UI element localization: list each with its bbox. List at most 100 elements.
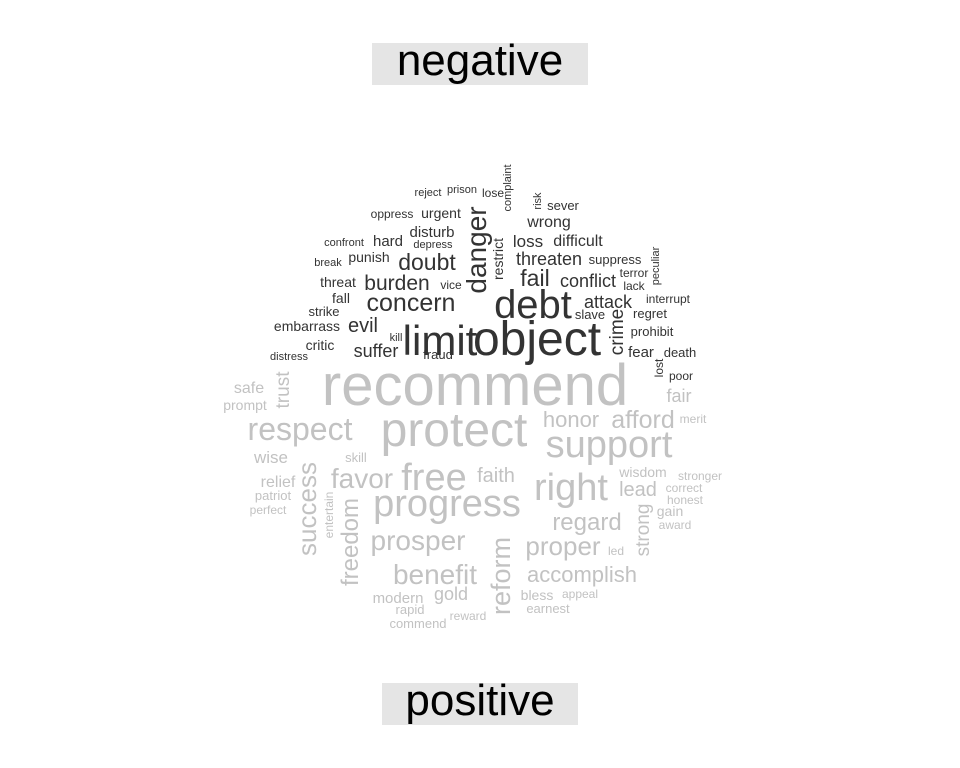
- negative-word-doubt: doubt: [398, 249, 456, 275]
- positive-word-entertain: entertain: [322, 492, 336, 539]
- positive-word-perfect: perfect: [250, 503, 287, 517]
- negative-word-loss: loss: [513, 232, 543, 251]
- positive-word-correct: correct: [666, 481, 703, 495]
- positive-word-commend: commend: [389, 616, 446, 631]
- positive-word-lead: lead: [619, 479, 657, 501]
- negative-word-crime: crime: [607, 309, 628, 355]
- negative-word-break: break: [314, 257, 342, 269]
- negative-word-concern: concern: [367, 289, 456, 317]
- negative-word-suppress: suppress: [589, 252, 642, 267]
- positive-word-afford: afford: [611, 406, 674, 434]
- positive-word-protect: protect: [381, 404, 528, 457]
- negative-word-critic: critic: [306, 337, 335, 353]
- positive-word-modern: modern: [373, 590, 424, 607]
- negative-word-depress: depress: [413, 239, 453, 251]
- negative-word-poor: poor: [669, 369, 693, 383]
- negative-word-terror: terror: [620, 266, 649, 280]
- positive-word-stronger: stronger: [678, 469, 722, 483]
- negative-word-death: death: [664, 345, 697, 360]
- positive-word-faith: faith: [477, 465, 515, 487]
- negative-word-threaten: threaten: [516, 249, 582, 269]
- negative-word-kill: kill: [390, 332, 403, 344]
- negative-word-suffer: suffer: [354, 341, 399, 361]
- positive-word-recommend: recommend: [322, 353, 628, 418]
- negative-word-hard: hard: [373, 233, 403, 250]
- negative-word-fall: fall: [332, 290, 350, 306]
- positive-word-honor: honor: [543, 407, 599, 432]
- positive-word-wise: wise: [253, 448, 288, 467]
- positive-word-earnest: earnest: [526, 601, 570, 616]
- negative-word-oppress: oppress: [371, 207, 414, 221]
- positive-group-label: positive: [382, 679, 578, 725]
- negative-word-limit: limit: [403, 317, 478, 364]
- negative-word-punish: punish: [348, 249, 389, 265]
- positive-word-favor: favor: [331, 463, 393, 494]
- positive-word-patriot: patriot: [255, 488, 292, 503]
- positive-word-success: success: [292, 462, 322, 556]
- negative-word-disturb: disturb: [409, 224, 454, 241]
- positive-word-gold: gold: [434, 584, 468, 604]
- negative-word-reject: reject: [415, 187, 442, 199]
- positive-word-honest: honest: [667, 493, 704, 507]
- positive-word-prompt: prompt: [223, 397, 267, 413]
- positive-word-appeal: appeal: [562, 587, 598, 601]
- positive-word-regard: regard: [552, 509, 621, 536]
- positive-word-led: led: [608, 544, 624, 558]
- negative-word-burden: burden: [364, 272, 429, 295]
- negative-word-conflict: conflict: [560, 271, 616, 291]
- positive-word-support: support: [546, 424, 673, 466]
- positive-word-award: award: [659, 518, 692, 532]
- positive-word-gain: gain: [657, 503, 683, 519]
- negative-word-debt: debt: [494, 283, 572, 327]
- negative-word-object: object: [473, 313, 601, 366]
- positive-word-reform: reform: [486, 537, 516, 615]
- negative-word-attack: attack: [584, 292, 633, 312]
- positive-word-free: free: [401, 457, 466, 499]
- positive-word-accomplish: accomplish: [527, 562, 637, 587]
- positive-word-bless: bless: [521, 587, 554, 603]
- positive-word-relief: relief: [261, 474, 296, 491]
- positive-word-safe: safe: [234, 380, 264, 397]
- positive-word-respect: respect: [248, 411, 353, 447]
- positive-word-wisdom: wisdom: [618, 464, 666, 480]
- negative-word-restrict: restrict: [490, 238, 506, 280]
- negative-word-danger: danger: [461, 206, 492, 293]
- negative-word-lose: lose: [482, 186, 504, 200]
- positive-word-strong: strong: [633, 504, 654, 557]
- negative-word-complaint: complaint: [502, 164, 514, 211]
- negative-word-slave: slave: [575, 307, 605, 322]
- negative-word-vice: vice: [440, 278, 462, 292]
- positive-word-freedom: freedom: [337, 498, 364, 586]
- negative-word-regret: regret: [633, 306, 667, 321]
- negative-word-urgent: urgent: [421, 205, 461, 221]
- positive-word-right: right: [534, 467, 608, 509]
- negative-word-sever: sever: [547, 198, 579, 213]
- negative-word-embarrass: embarrass: [274, 318, 340, 334]
- positive-word-benefit: benefit: [393, 559, 477, 590]
- negative-word-risk: risk: [532, 192, 544, 210]
- positive-word-rapid: rapid: [396, 602, 425, 617]
- negative-word-confront: confront: [324, 237, 364, 249]
- positive-word-progress: progress: [373, 483, 521, 525]
- negative-word-lost: lost: [652, 358, 666, 377]
- negative-word-peculiar: peculiar: [650, 246, 662, 285]
- positive-word-reward: reward: [450, 609, 487, 623]
- positive-word-trust: trust: [273, 371, 294, 409]
- positive-word-fair: fair: [666, 386, 691, 406]
- positive-word-skill: skill: [345, 450, 367, 465]
- negative-word-fail: fail: [520, 265, 549, 291]
- positive-word-merit: merit: [680, 412, 707, 426]
- negative-word-evil: evil: [348, 315, 378, 337]
- negative-group-label: negative: [372, 39, 588, 85]
- negative-word-prohibit: prohibit: [631, 324, 674, 339]
- negative-word-distress: distress: [270, 351, 308, 363]
- negative-word-interrupt: interrupt: [646, 292, 691, 306]
- negative-word-wrong: wrong: [526, 214, 571, 231]
- positive-word-proper: proper: [525, 531, 600, 561]
- negative-word-fraud: fraud: [423, 347, 453, 362]
- negative-word-threat: threat: [320, 274, 356, 290]
- positive-word-prosper: prosper: [371, 525, 466, 556]
- negative-word-lack: lack: [623, 279, 645, 293]
